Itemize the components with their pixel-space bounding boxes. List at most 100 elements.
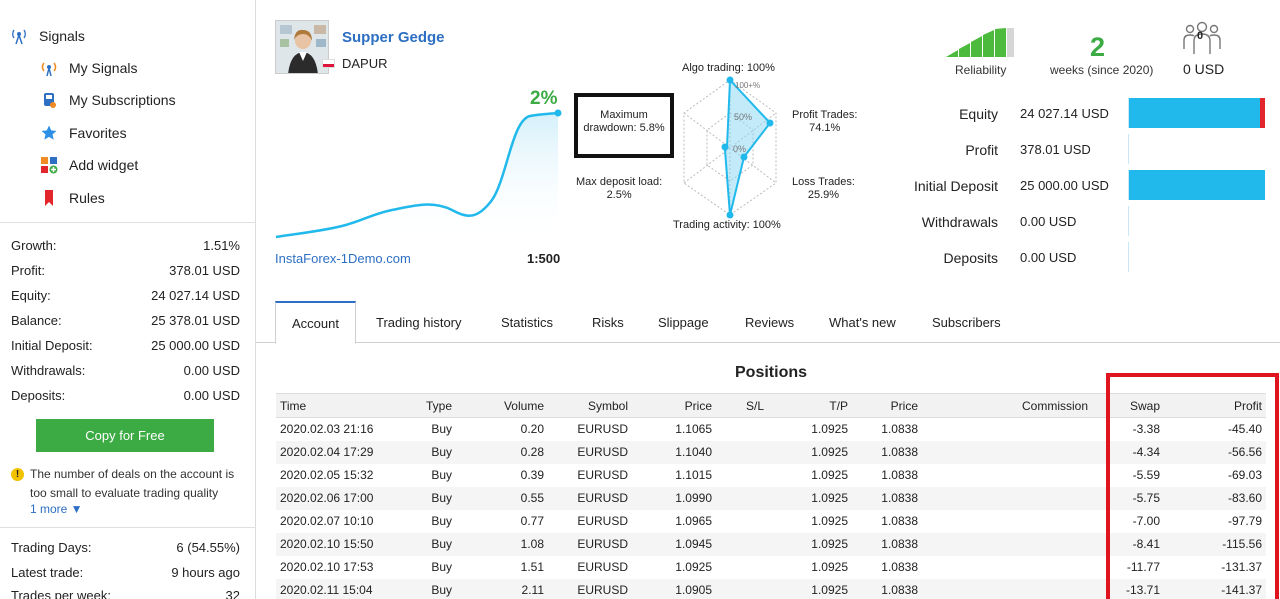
- table-cell: Buy: [431, 468, 452, 482]
- table-cell: -69.03: [1227, 468, 1262, 482]
- weeks-value: 2: [1090, 32, 1106, 62]
- table-cell: 1.0925: [675, 560, 712, 574]
- balance-row-deposits: Deposits 0.00 USD: [900, 242, 1270, 272]
- growth-line: [275, 111, 559, 239]
- more-link[interactable]: 1 more ▼: [30, 502, 83, 516]
- widget-icon: [40, 156, 58, 174]
- tab-bar: Account Trading history Statistics Risks…: [256, 301, 1280, 344]
- table-row: 2020.02.05 15:32 Buy 0.39 EURUSD 1.1015 1.092…: [276, 464, 1266, 487]
- balance-label: Withdrawals: [921, 214, 998, 230]
- max-drawdown-value: drawdown: 5.8%: [583, 122, 665, 134]
- divider: [0, 527, 256, 528]
- avatar: [275, 20, 329, 74]
- radar-profit-trades-value: 74.1%: [809, 122, 841, 134]
- col-volume: Volume: [456, 393, 548, 418]
- table-cell: [716, 486, 768, 510]
- table-cell: 0.77: [520, 514, 544, 528]
- table-cell: Buy: [396, 486, 456, 510]
- stat-latest-trade: Latest trade: 9 hours ago: [11, 565, 240, 580]
- copy-for-free-button[interactable]: Copy for Free: [36, 419, 214, 452]
- table-cell: 1.0925: [768, 532, 852, 556]
- stat-value: 0.00 USD: [183, 388, 240, 403]
- table-cell: [716, 418, 768, 441]
- table-cell: 1.0838: [852, 486, 922, 510]
- tab-risks[interactable]: Risks: [592, 315, 624, 330]
- sidebar: Signals My Signals My Subscriptions Favo…: [0, 0, 256, 599]
- stat-trading-days: Trading Days: 6 (54.55%): [11, 540, 240, 555]
- radar-max-deposit: Max deposit load: 2.5%: [576, 176, 662, 202]
- server-link[interactable]: InstaForex-1Demo.com: [275, 251, 411, 266]
- warning-notice: ! The number of deals on the account is …: [11, 465, 247, 503]
- tab-whats-new[interactable]: What's new: [829, 315, 896, 330]
- antenna-icon: [10, 27, 28, 45]
- table-cell: 1.1015: [675, 468, 712, 482]
- tab-subscribers[interactable]: Subscribers: [932, 315, 1001, 330]
- balance-value: 378.01 USD: [1020, 142, 1091, 157]
- table-cell: [922, 464, 1092, 487]
- radar-trading-activity: Trading activity: 100%: [673, 219, 781, 231]
- balance-value: 0.00 USD: [1020, 250, 1077, 265]
- table-cell: [922, 510, 1092, 533]
- table-row: 2020.02.10 15:50 Buy 1.08 EURUSD 1.0945 1.092…: [276, 532, 1266, 556]
- radar-algo-trading: Algo trading: 100%: [682, 62, 775, 74]
- max-drawdown-label: Maximum: [600, 109, 648, 121]
- nav-favorites[interactable]: Favorites: [40, 124, 127, 142]
- table-cell: 1.51: [520, 560, 544, 574]
- reliability-bars-icon: [946, 28, 1014, 57]
- nav-favorites-label: Favorites: [69, 125, 127, 141]
- table-cell: 0.28: [456, 440, 548, 464]
- stat-value: 1.51%: [203, 238, 240, 253]
- stat-value: 0.00 USD: [183, 363, 240, 378]
- table-cell: Buy: [431, 560, 452, 574]
- radar-loss-trades-value: 25.9%: [807, 189, 840, 201]
- table-row: 2020.02.03 21:16 Buy 0.20 EURUSD 1.1065 1.092…: [276, 418, 1266, 441]
- table-cell: [716, 578, 768, 599]
- subscribers-count: 0: [1197, 30, 1204, 42]
- table-cell: 2020.02.07 10:10: [280, 514, 374, 528]
- signal-name[interactable]: Supper Gedge: [342, 29, 445, 46]
- stat-label: Deposits:: [11, 388, 66, 403]
- tab-account[interactable]: Account: [275, 301, 356, 344]
- balance-label: Deposits: [943, 250, 998, 266]
- balance-row-initial-deposit: Initial Deposit 25 000.00 USD: [900, 170, 1270, 200]
- balance-bar: [1128, 206, 1129, 236]
- growth-endpoint: [554, 109, 562, 117]
- tab-statistics[interactable]: Statistics: [501, 315, 554, 330]
- table-row: 2020.02.06 17:00 Buy 0.55 EURUSD 1.0990 1.092…: [276, 486, 1266, 510]
- balance-label: Initial Deposit: [913, 178, 998, 194]
- table-cell: EURUSD: [577, 422, 628, 437]
- table-cell: 1.0838: [881, 468, 918, 482]
- table-cell: 1.0905: [632, 578, 716, 599]
- table-cell: -83.60: [1164, 486, 1266, 510]
- tab-slippage[interactable]: Slippage: [658, 315, 709, 330]
- stat-balance: Balance: 25 378.01 USD: [11, 313, 240, 328]
- stat-label: Trading Days:: [11, 540, 92, 555]
- col-tp: T/P: [768, 393, 852, 418]
- radar-loss-trades: Loss Trades: 25.9%: [792, 176, 855, 202]
- nav-my-subscriptions-label: My Subscriptions: [69, 92, 176, 108]
- nav-my-subscriptions[interactable]: My Subscriptions: [40, 91, 176, 109]
- table-cell: [922, 486, 1092, 510]
- nav-add-widget[interactable]: Add widget: [40, 156, 138, 174]
- stat-label: Trades per week:: [11, 588, 111, 599]
- table-cell: Buy: [431, 422, 452, 437]
- nav-signals[interactable]: Signals: [10, 27, 85, 45]
- stat-label: Profit:: [11, 263, 45, 278]
- nav-rules[interactable]: Rules: [40, 189, 105, 207]
- nav-my-signals[interactable]: My Signals: [40, 59, 137, 77]
- col-commission: Commission: [922, 393, 1092, 418]
- table-row: 2020.02.07 10:10 Buy 0.77 EURUSD 1.0965 1.092…: [276, 510, 1266, 533]
- table-cell: Buy: [396, 578, 456, 599]
- star-icon: [40, 124, 58, 142]
- table-row: 2020.02.04 17:29 Buy 0.28 EURUSD 1.1040 1.092…: [276, 440, 1266, 464]
- table-cell: 2020.02.03 21:16: [280, 422, 374, 437]
- stat-value: 378.01 USD: [169, 263, 240, 278]
- radar-scale-50: 50%: [734, 112, 753, 122]
- tab-trading-history[interactable]: Trading history: [376, 315, 462, 330]
- radar-loss-trades-label: Loss Trades:: [792, 176, 855, 188]
- stat-profit: Profit: 378.01 USD: [11, 263, 240, 278]
- table-cell: -5.75: [1092, 486, 1164, 510]
- stat-withdrawals: Withdrawals: 0.00 USD: [11, 363, 240, 378]
- table-cell: 2.11: [456, 578, 548, 599]
- tab-reviews[interactable]: Reviews: [745, 315, 795, 330]
